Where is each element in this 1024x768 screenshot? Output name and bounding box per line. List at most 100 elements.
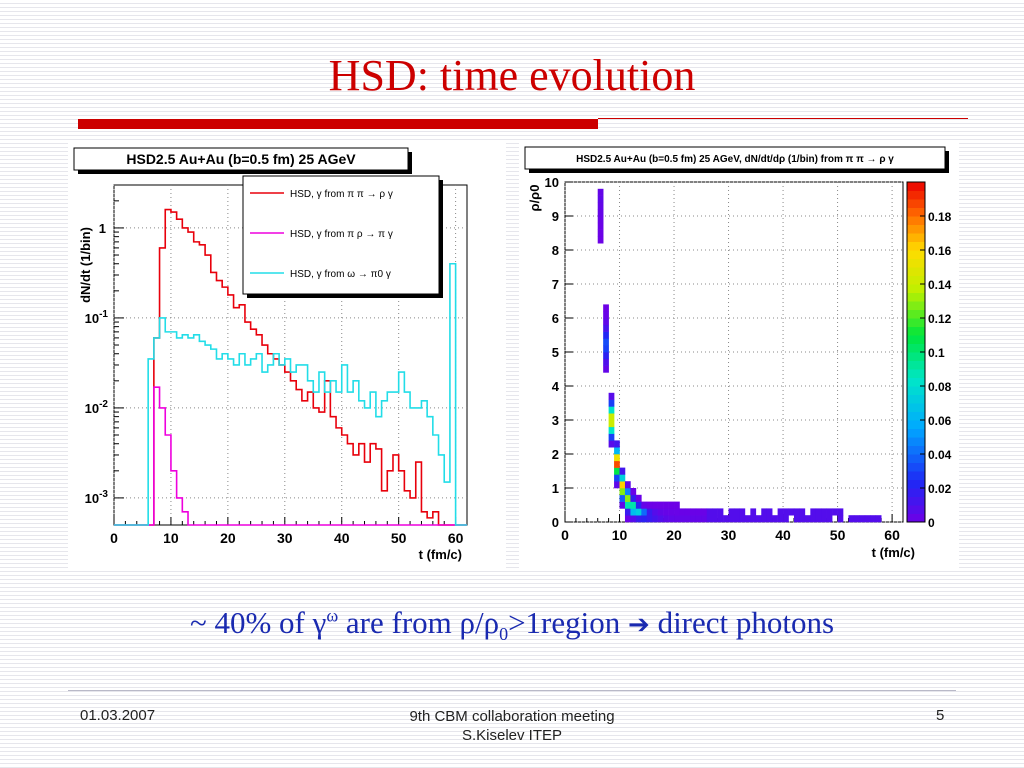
heatmap-cell <box>619 501 626 509</box>
x-tick-label: 40 <box>334 530 350 546</box>
title-underline <box>78 119 598 129</box>
z-tick-label: 0.12 <box>928 312 952 326</box>
color-scale-band <box>907 505 925 514</box>
heatmap-cell <box>641 515 648 523</box>
chart-title: HSD2.5 Au+Au (b=0.5 fm) 25 AGeV <box>126 151 356 167</box>
heatmap-cell <box>652 515 658 523</box>
caption-prefix: ~ 40% of <box>189 605 313 640</box>
heatmap-cell <box>684 508 691 516</box>
heatmap-cell <box>614 447 620 455</box>
z-tick-label: 0.02 <box>928 482 952 496</box>
slide-caption: ~ 40% of γω are from ρ/ρ0>1region ➔ dire… <box>0 605 1024 645</box>
heatmap-cell <box>641 508 648 516</box>
heatmap-cell <box>821 515 827 523</box>
y-tick-label: 4 <box>552 379 560 394</box>
heatmap-cell <box>603 331 609 339</box>
color-scale-band <box>907 488 925 497</box>
color-scale-band <box>907 233 925 242</box>
z-tick-label: 0.18 <box>928 210 952 224</box>
color-scale-band <box>907 250 925 259</box>
heatmap-cell <box>712 508 718 516</box>
x-tick-label: 20 <box>666 527 682 543</box>
color-scale-band <box>907 343 925 353</box>
y-tick-label: 10-2 <box>85 399 109 416</box>
heatmap-cell <box>679 515 686 523</box>
heatmap-cell <box>603 324 609 332</box>
x-tick-label: 60 <box>884 527 900 543</box>
series-line <box>114 262 467 526</box>
heatmap-cell <box>739 508 746 516</box>
heatmap-cell <box>668 501 675 509</box>
heatmap-cell <box>717 508 724 516</box>
x-axis-title: t (fm/c) <box>872 545 915 560</box>
heatmap-cell <box>597 229 604 237</box>
color-scale-band <box>907 420 925 429</box>
heatmap-cell <box>624 481 631 489</box>
heatmap-cell <box>652 508 658 516</box>
heatmap-cell <box>783 515 789 523</box>
heatmap-cell <box>624 508 631 516</box>
heatmap-cell <box>608 433 615 441</box>
color-scale-band <box>907 190 925 200</box>
heatmap-cell <box>603 365 609 373</box>
x-tick-label: 0 <box>561 527 569 543</box>
heatmap-cell <box>706 515 713 523</box>
heatmap-cell <box>597 236 604 244</box>
heatmap-cell <box>603 311 609 319</box>
heatmap-cell <box>635 508 642 516</box>
heatmap-cell <box>674 508 680 516</box>
heatmap-cell <box>859 515 866 523</box>
heatmap-cell <box>793 508 800 516</box>
heatmap-cell <box>870 515 877 523</box>
heatmap-cell <box>619 494 626 502</box>
heatmap-cell <box>668 515 675 523</box>
heatmap-cell <box>701 508 708 516</box>
caption-gamma: γ <box>312 605 327 640</box>
heatmap-cell <box>614 481 620 489</box>
color-scale-band <box>907 352 925 361</box>
color-scale-band <box>907 258 925 268</box>
heatmap-cell <box>624 501 631 509</box>
heatmap-cell <box>597 222 604 230</box>
heatmap-cell <box>734 515 740 523</box>
heatmap-cell <box>761 515 768 523</box>
heatmap-cell <box>603 345 609 353</box>
color-scale-band <box>907 403 925 412</box>
color-scale-band <box>907 386 925 395</box>
color-scale-band <box>907 207 925 217</box>
heatmap-cell <box>706 508 713 516</box>
heatmap-cell <box>766 515 773 523</box>
heatmap-cell <box>608 440 615 448</box>
heatmap-cell <box>810 515 817 523</box>
x-tick-label: 60 <box>448 530 464 546</box>
series-line <box>114 386 467 526</box>
heatmap-cell <box>848 515 855 523</box>
heatmap-cell <box>750 508 757 516</box>
color-scale-band <box>907 369 925 378</box>
density-panel: 0 10 20 30 40 50 60 0 1 2 3 4 5 6 7 8 9 10 0 0.02 0.04 0.06 0.… <box>519 140 959 568</box>
y-axis-title: ρ/ρ0 <box>527 185 542 212</box>
heatmap-cell <box>837 508 844 516</box>
color-scale-band <box>907 224 925 234</box>
heatmap-cell <box>875 515 882 523</box>
heatmap-cell <box>799 515 806 523</box>
x-tick-label: 50 <box>830 527 846 543</box>
heatmap-cell <box>652 501 658 509</box>
heatmap-cell <box>663 501 669 509</box>
z-tick-label: 0.06 <box>928 414 952 428</box>
heatmap-cell <box>603 358 609 366</box>
heatmap-cell <box>608 392 615 400</box>
color-scale-band <box>907 335 925 344</box>
heatmap-cell <box>728 508 735 516</box>
title-underline-thin <box>598 118 968 119</box>
color-scale-band <box>907 284 925 293</box>
heatmap-cell <box>799 508 806 516</box>
legend-label: HSD, γ from π ρ → π γ <box>290 229 393 240</box>
color-scale-band <box>907 275 925 285</box>
heatmap-cell <box>608 399 615 407</box>
heatmap-cell <box>695 515 702 523</box>
heatmap-cell <box>624 488 631 496</box>
heatmap-cell <box>777 515 784 523</box>
heatmap-cell <box>864 515 871 523</box>
legend-label: HSD, γ from ω → π0 γ <box>290 269 391 280</box>
